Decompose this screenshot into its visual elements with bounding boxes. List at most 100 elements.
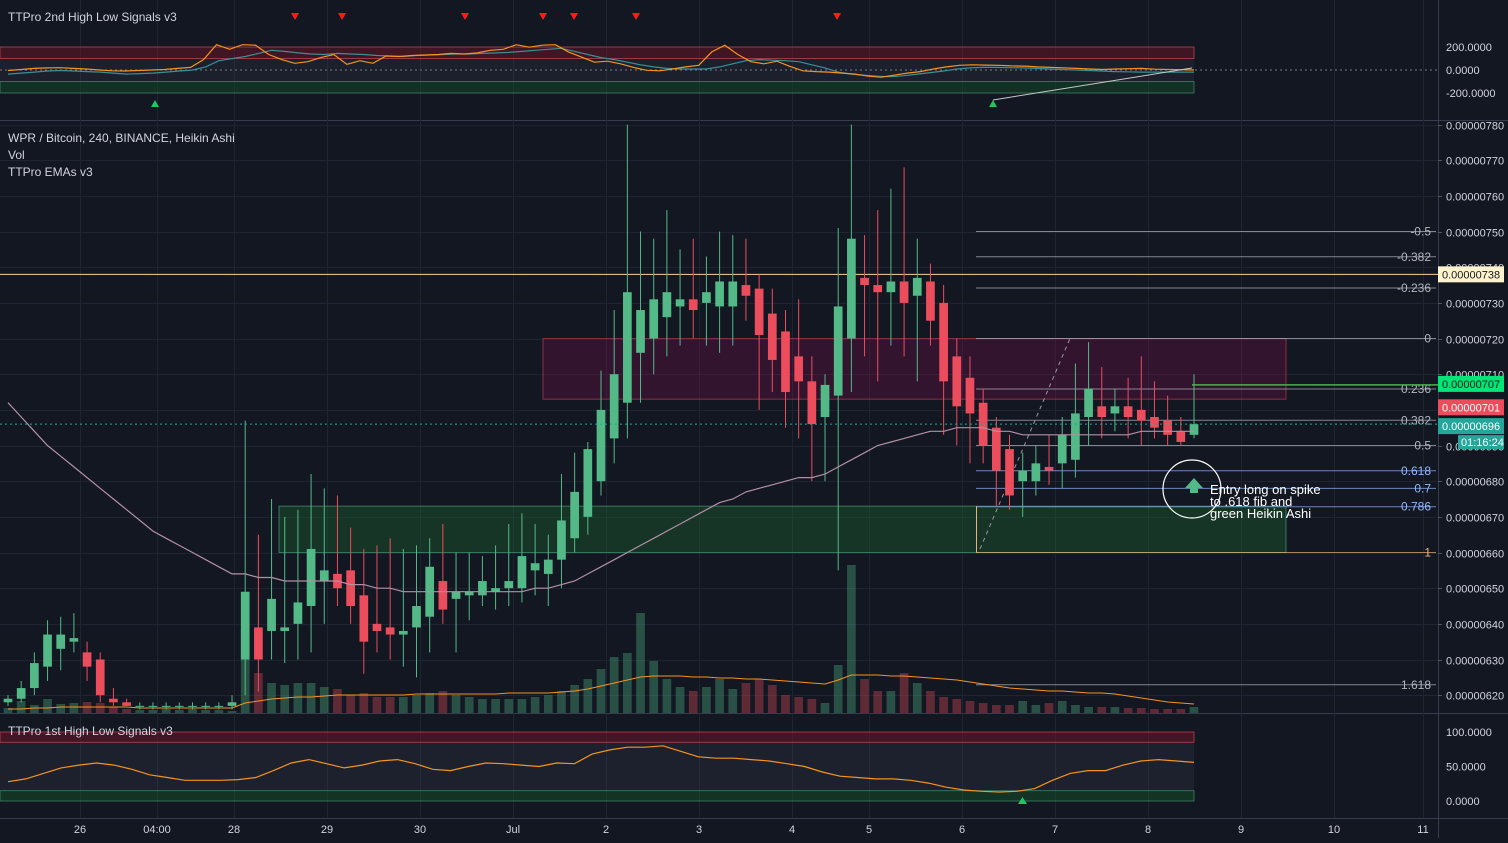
fib-trend-line bbox=[979, 338, 1071, 550]
volume-bar bbox=[1110, 707, 1120, 713]
candle-body bbox=[56, 634, 66, 649]
candle-body bbox=[478, 581, 487, 596]
candle-body bbox=[517, 556, 527, 589]
fib-level-label: 0.7 bbox=[1414, 481, 1431, 495]
candle-body bbox=[767, 313, 777, 360]
fib-level-label: 0.236 bbox=[1401, 382, 1431, 396]
volume-bar bbox=[464, 697, 474, 713]
volume-bar bbox=[174, 710, 184, 713]
sell-signal-icon bbox=[833, 13, 841, 20]
top-oversold-band bbox=[0, 81, 1195, 94]
fib-level-label: 0.618 bbox=[1401, 464, 1431, 478]
annotation-line-2: to .618 fib and bbox=[1210, 494, 1293, 509]
volume-bar bbox=[899, 673, 909, 713]
volume-bar bbox=[214, 710, 224, 713]
volume-bar bbox=[741, 683, 751, 713]
candle-body bbox=[781, 331, 790, 393]
y-tick-label: 0.00000730 bbox=[1446, 299, 1504, 311]
volume-bar bbox=[596, 669, 606, 713]
volume-bar bbox=[95, 703, 105, 713]
candle-body bbox=[385, 627, 395, 635]
volume-bar bbox=[517, 699, 527, 713]
volume-bar bbox=[69, 703, 79, 713]
candle-body bbox=[346, 570, 355, 607]
volume-bar bbox=[860, 679, 869, 713]
top-y-tick-label: -200.0000 bbox=[1446, 88, 1496, 100]
candle-body bbox=[649, 299, 659, 339]
candle-body bbox=[794, 356, 804, 382]
x-tick-label: 7 bbox=[1052, 824, 1058, 836]
volume-bar bbox=[43, 699, 52, 713]
candle-body bbox=[1031, 463, 1041, 482]
volume-bar bbox=[1163, 709, 1172, 713]
volume-bar bbox=[557, 691, 566, 713]
candle-body bbox=[43, 634, 52, 667]
badge-close-bg bbox=[1438, 399, 1504, 416]
volume-bar bbox=[715, 679, 724, 713]
top-indicator-title: TTPro 2nd High Low Signals v3 bbox=[8, 10, 177, 24]
volume-bar bbox=[978, 703, 988, 713]
candle-body bbox=[636, 310, 645, 353]
volume-bar bbox=[833, 665, 843, 713]
candle-body bbox=[1044, 466, 1054, 471]
badge-close: 0.00000701 bbox=[1442, 402, 1500, 414]
annotation-circle bbox=[1162, 459, 1222, 519]
volume-bar bbox=[675, 687, 685, 713]
fib-level-label: -0.236 bbox=[1397, 281, 1431, 295]
volume-bar bbox=[965, 701, 975, 713]
badge-high: 0.00000707 bbox=[1442, 379, 1500, 391]
candle-body bbox=[833, 306, 843, 396]
volume-bar bbox=[333, 689, 342, 713]
volume-bar bbox=[478, 699, 487, 713]
volume-bar bbox=[1005, 705, 1014, 713]
volume-bar bbox=[148, 710, 158, 713]
volume-bar bbox=[109, 707, 118, 713]
candle-body bbox=[254, 627, 263, 660]
candle-body bbox=[609, 374, 619, 439]
volume-bar bbox=[1097, 707, 1107, 713]
volume-bar bbox=[754, 679, 764, 713]
volume-bar bbox=[16, 701, 26, 713]
volume-bar bbox=[1136, 708, 1146, 713]
volume-bar bbox=[873, 691, 883, 713]
candle-body bbox=[623, 292, 632, 403]
fib-level-label: 0 bbox=[1424, 332, 1431, 346]
candle-body bbox=[240, 591, 250, 660]
candle-body bbox=[227, 702, 237, 706]
fib-level-label: 0.786 bbox=[1401, 500, 1431, 514]
candle-body bbox=[1123, 406, 1133, 417]
volume-bar bbox=[1031, 705, 1041, 713]
volume-bar bbox=[491, 699, 500, 713]
candle-body bbox=[504, 581, 514, 589]
volume-bar bbox=[636, 613, 645, 713]
y-tick-label: 0.00000670 bbox=[1446, 513, 1504, 525]
volume-bar bbox=[767, 685, 777, 713]
bottom-y-tick-label: 0.0000 bbox=[1446, 796, 1480, 808]
bottom-indicator-title: TTPro 1st High Low Signals v3 bbox=[8, 724, 173, 738]
candle-body bbox=[201, 705, 211, 707]
candle-body bbox=[939, 302, 948, 382]
volume-bar bbox=[504, 699, 514, 713]
volume-bar bbox=[1150, 709, 1159, 713]
y-tick-label: 0.00000780 bbox=[1446, 121, 1504, 133]
candle-body bbox=[135, 705, 145, 707]
volume-bar bbox=[1071, 705, 1080, 713]
candle-body bbox=[1005, 449, 1014, 496]
bottom-y-tick-label: 50.0000 bbox=[1446, 762, 1486, 774]
fib-level-label: 1.618 bbox=[1401, 678, 1431, 692]
bottom-osc-line bbox=[7, 745, 1195, 793]
volume-bar bbox=[359, 693, 369, 713]
volume-bar bbox=[702, 687, 711, 713]
volume-bar bbox=[570, 685, 579, 713]
buy-signal-icon bbox=[989, 100, 997, 107]
candle-body bbox=[675, 299, 685, 307]
volume-bar bbox=[161, 709, 171, 713]
volume-bar bbox=[306, 683, 316, 713]
volume-bar bbox=[847, 565, 856, 713]
candle-body bbox=[991, 427, 1001, 471]
sell-signal-icon bbox=[338, 13, 346, 20]
candle-body bbox=[847, 238, 856, 339]
volume-bar bbox=[1123, 708, 1133, 713]
top-y-tick-label: 200.0000 bbox=[1446, 42, 1492, 54]
candle-body bbox=[491, 588, 500, 592]
